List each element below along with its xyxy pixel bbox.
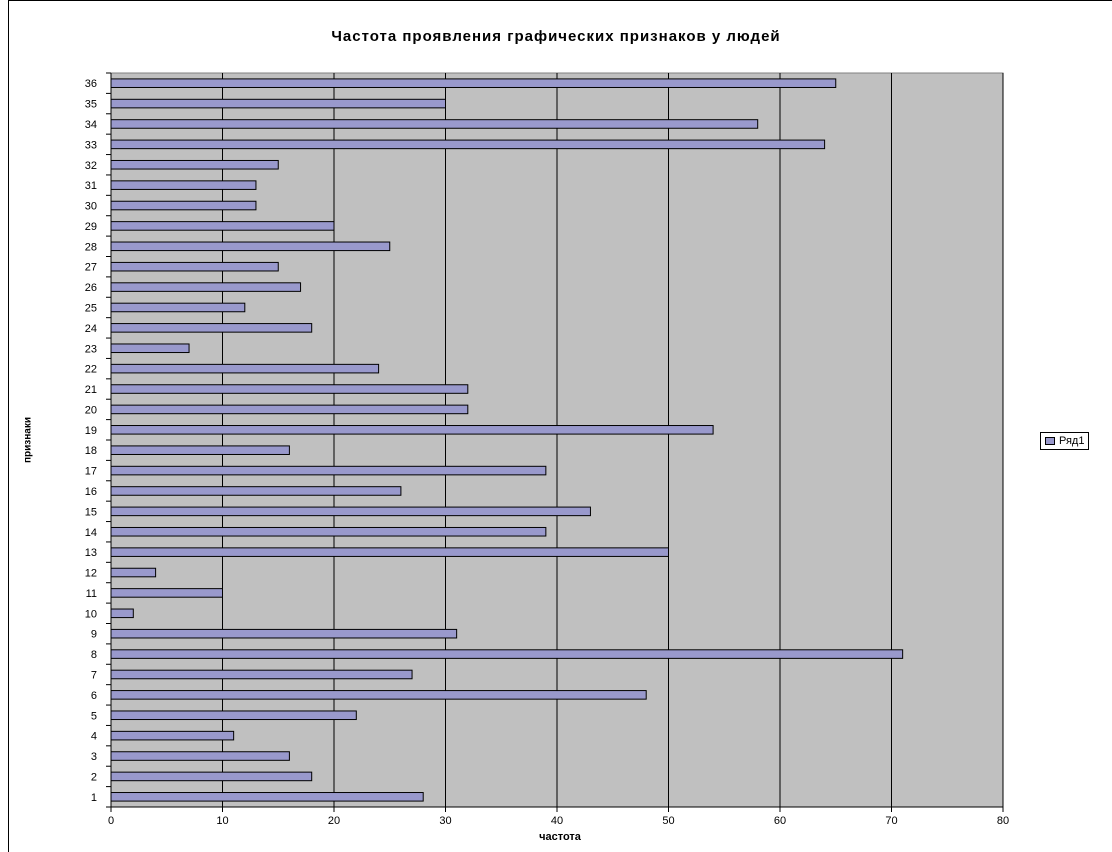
- y-tick-label: 6: [91, 690, 97, 702]
- y-tick-label: 34: [85, 119, 97, 131]
- x-tick-label: 50: [662, 815, 674, 827]
- bar: [110, 343, 190, 354]
- x-tick-label: 40: [551, 815, 563, 827]
- bar: [110, 363, 380, 374]
- bar: [110, 404, 469, 415]
- y-tick-label: 35: [85, 99, 97, 111]
- y-tick-label: 15: [85, 506, 97, 518]
- bar: [110, 506, 591, 517]
- y-tick-label: 3: [91, 751, 97, 763]
- y-tick-label: 29: [85, 221, 97, 233]
- bar: [110, 730, 235, 741]
- bar: [110, 526, 547, 537]
- y-tick-label: 8: [91, 649, 97, 661]
- bar: [110, 445, 290, 455]
- bar: [110, 241, 391, 252]
- y-tick-label: 30: [85, 201, 97, 213]
- bar: [110, 608, 134, 619]
- chart-frame: [8, 0, 1112, 852]
- bar: [110, 180, 257, 190]
- chart-title: Частота проявления графических признаков…: [331, 28, 781, 45]
- bar: [110, 751, 290, 761]
- y-tick-label: 33: [85, 139, 97, 151]
- y-tick-label: 23: [85, 343, 97, 355]
- y-tick-label: 5: [91, 710, 97, 722]
- x-tick-label: 30: [439, 815, 451, 827]
- y-tick-label: 31: [85, 180, 97, 192]
- bar: [110, 547, 669, 557]
- bar: [110, 200, 257, 211]
- y-tick-label: 17: [85, 466, 97, 478]
- bar: [110, 139, 826, 150]
- bar: [110, 98, 446, 109]
- bar: [110, 323, 313, 333]
- y-tick-label: 12: [85, 568, 97, 580]
- x-axis-label: частота: [539, 831, 581, 843]
- bar: [110, 78, 837, 88]
- bar: [110, 425, 714, 435]
- y-tick-label: 7: [91, 669, 97, 681]
- bar: [110, 282, 302, 292]
- bar: [110, 465, 547, 476]
- bar: [110, 710, 357, 721]
- bar: [110, 221, 335, 231]
- y-tick-label: 32: [85, 160, 97, 172]
- y-tick-label: 2: [91, 771, 97, 783]
- y-tick-label: 1: [91, 792, 97, 804]
- y-tick-label: 18: [85, 445, 97, 457]
- bar: [110, 771, 313, 782]
- y-tick-label: 27: [85, 262, 97, 274]
- bar: [110, 649, 904, 659]
- y-tick-label: 24: [85, 323, 97, 335]
- y-tick-label: 36: [85, 78, 97, 90]
- y-tick-label: 16: [85, 486, 97, 498]
- bar: [110, 588, 223, 598]
- y-tick-label: 14: [85, 527, 97, 539]
- legend-swatch: [1045, 437, 1055, 445]
- x-tick-label: 60: [774, 815, 786, 827]
- bar: [110, 261, 279, 272]
- bar: [110, 486, 402, 496]
- y-tick-label: 28: [85, 241, 97, 253]
- bar: [110, 384, 469, 394]
- bar: [110, 669, 413, 680]
- bar: [110, 567, 157, 578]
- x-tick-label: 10: [216, 815, 228, 827]
- y-tick-label: 19: [85, 425, 97, 437]
- y-tick-label: 11: [86, 588, 97, 600]
- bar: [110, 690, 647, 700]
- y-tick-label: 21: [85, 384, 97, 396]
- x-tick-label: 20: [328, 815, 340, 827]
- legend-label: Ряд1: [1059, 435, 1085, 447]
- x-tick-label: 80: [997, 815, 1009, 827]
- x-tick-label: 0: [108, 815, 114, 827]
- y-tick-label: 22: [85, 364, 97, 376]
- legend: Ряд1: [1040, 432, 1090, 450]
- y-tick-label: 4: [91, 731, 97, 743]
- y-tick-label: 10: [85, 608, 97, 620]
- bar: [110, 792, 424, 802]
- y-tick-label: 13: [85, 547, 97, 559]
- bar: [110, 628, 458, 639]
- y-tick-label: 25: [85, 302, 97, 314]
- y-tick-label: 26: [85, 282, 97, 294]
- x-tick-label: 70: [885, 815, 897, 827]
- bar: [110, 302, 246, 313]
- bar: [110, 119, 759, 129]
- y-tick-label: 9: [91, 629, 97, 641]
- bar: [110, 159, 279, 170]
- y-tick-label: 20: [85, 404, 97, 416]
- y-axis-label: признаки: [22, 416, 34, 464]
